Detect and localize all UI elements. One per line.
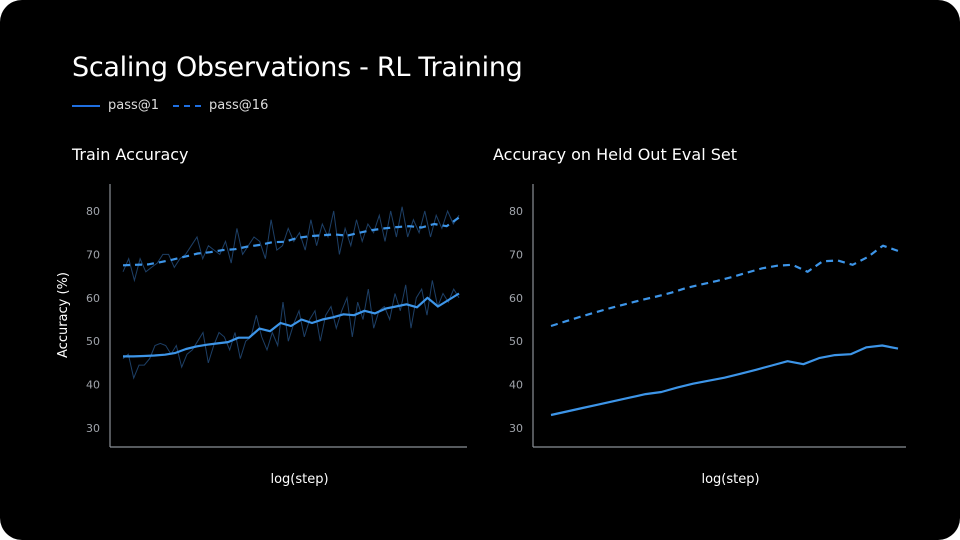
legend-solid-swatch	[72, 104, 100, 107]
y-tick-label: 60	[509, 292, 523, 305]
y-tick-label: 40	[509, 379, 523, 392]
y-tick-label: 50	[86, 335, 100, 348]
y-tick-label: 70	[509, 248, 523, 261]
raw-series-pass@1	[122, 280, 460, 380]
chart-1: 30 40 50 60 70 80 log(step)	[509, 184, 906, 487]
series-pass@16	[550, 244, 899, 328]
y-axis-label: Accuracy (%)	[56, 272, 71, 358]
y-tick-label: 30	[509, 422, 523, 435]
series-pass@1	[550, 344, 899, 417]
legend-item-pass1: pass@1	[72, 98, 159, 113]
y-tick-label: 80	[509, 205, 523, 218]
y-tick-label: 80	[86, 205, 100, 218]
legend-dashed-swatch	[173, 104, 202, 107]
chart-title-eval: Accuracy on Held Out Eval Set	[493, 145, 737, 164]
legend: pass@1 pass@16	[72, 98, 282, 113]
y-tick-label: 30	[86, 422, 100, 435]
y-tick-label: 60	[86, 292, 100, 305]
chart-title-train: Train Accuracy	[72, 145, 189, 164]
y-tick-label: 40	[86, 379, 100, 392]
x-axis-label: log(step)	[270, 472, 328, 487]
slide-title: Scaling Observations - RL Training	[72, 52, 523, 83]
series-pass@16	[122, 216, 460, 267]
series-pass@1	[123, 292, 460, 358]
legend-item-pass16: pass@16	[173, 98, 268, 113]
legend-label: pass@1	[108, 98, 160, 113]
y-tick-label: 70	[86, 248, 100, 261]
legend-label: pass@16	[209, 98, 269, 113]
y-tick-label: 50	[509, 335, 523, 348]
raw-series-pass@16	[122, 206, 460, 283]
x-axis-label: log(step)	[701, 472, 759, 487]
chart-0: 30 40 50 60 70 80 log(step) Accuracy (%)	[56, 184, 467, 487]
